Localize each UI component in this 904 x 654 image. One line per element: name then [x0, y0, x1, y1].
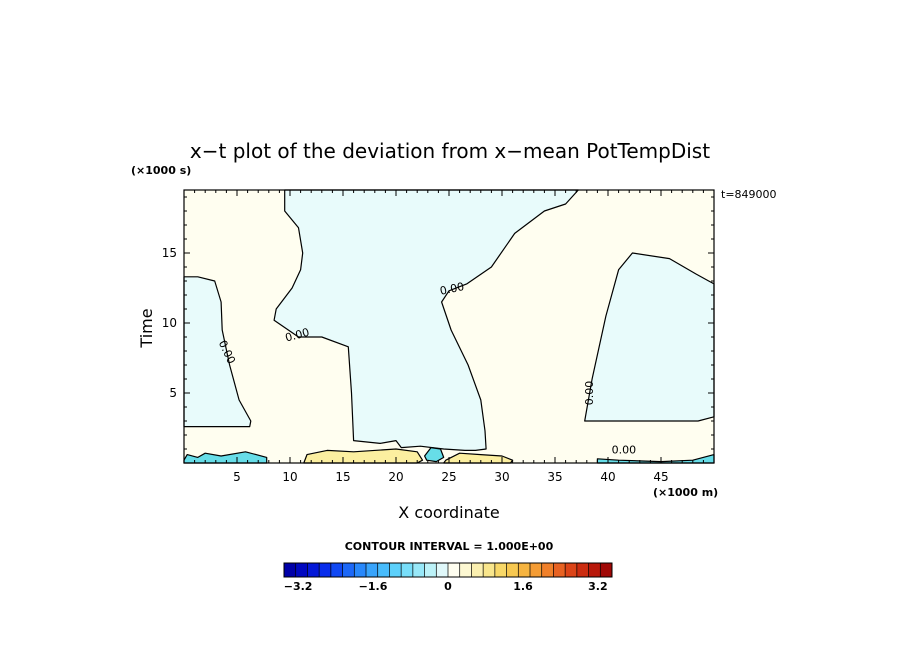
- contour-region-negative: [584, 252, 715, 422]
- colorbar-swatch: [576, 563, 589, 577]
- colorbar-swatch: [319, 563, 332, 577]
- colorbar: −3.2 −1.6 0 1.6 3.2: [283, 562, 613, 593]
- x-axis-label: X coordinate: [398, 503, 499, 522]
- colorbar-swatch: [483, 563, 496, 577]
- contour-region-negative: [424, 447, 445, 463]
- colorbar-swatch: [588, 563, 601, 577]
- colorbar-tick-label: −1.6: [359, 580, 388, 593]
- x-tick-label: 5: [233, 470, 241, 484]
- colorbar-swatch: [284, 563, 297, 577]
- colorbar-swatch: [295, 563, 308, 577]
- colorbar-swatch: [530, 563, 543, 577]
- colorbar-swatch: [494, 563, 507, 577]
- colorbar-swatch: [412, 563, 425, 577]
- colorbar-swatch: [506, 563, 519, 577]
- colorbar-swatch: [448, 563, 461, 577]
- colorbar-swatch: [389, 563, 402, 577]
- contour-label: 0.00: [284, 326, 311, 345]
- y-tick-label: 5: [169, 386, 177, 400]
- y-axis-unit: (×1000 s): [131, 164, 191, 177]
- contour-region-positive: [303, 448, 424, 464]
- contour-region-negative: [183, 276, 252, 428]
- colorbar-tick-label: 3.2: [588, 580, 608, 593]
- contour-label: 0.00: [439, 280, 466, 298]
- colorbar-swatch: [401, 563, 414, 577]
- colorbar-swatch: [366, 563, 379, 577]
- colorbar-swatch: [342, 563, 355, 577]
- x-tick-label: 25: [441, 470, 456, 484]
- colorbar-swatch: [307, 563, 320, 577]
- colorbar-swatch: [330, 563, 343, 577]
- colorbar-swatch: [541, 563, 554, 577]
- x-tick-label: 45: [653, 470, 668, 484]
- colorbar-swatch: [436, 563, 449, 577]
- x-tick-label: 35: [547, 470, 562, 484]
- x-tick-label: 15: [335, 470, 350, 484]
- time-annotation: t=849000: [721, 188, 777, 201]
- chart-title: x−t plot of the deviation from x−mean Po…: [190, 139, 710, 163]
- colorbar-tick-label: 0: [444, 580, 452, 593]
- colorbar-swatch: [424, 563, 437, 577]
- colorbar-tick-label: −3.2: [284, 580, 313, 593]
- colorbar-swatch: [565, 563, 578, 577]
- x-tick-label: 30: [494, 470, 509, 484]
- y-axis-label: Time: [137, 308, 156, 348]
- contour-interval-label: CONTOUR INTERVAL = 1.000E+00: [345, 540, 554, 553]
- x-axis-unit: (×1000 m): [653, 486, 718, 499]
- x-tick-label: 40: [600, 470, 615, 484]
- x-tick-label: 10: [282, 470, 297, 484]
- colorbar-tick-label: 1.6: [513, 580, 533, 593]
- y-tick-label: 10: [162, 316, 177, 330]
- colorbar-swatch: [354, 563, 367, 577]
- colorbar-frame: [283, 562, 613, 578]
- colorbar-swatch: [377, 563, 390, 577]
- x-tick-label: 20: [388, 470, 403, 484]
- contour-label: 0.00: [583, 381, 596, 406]
- colorbar-swatch: [471, 563, 484, 577]
- colorbar-swatch: [518, 563, 531, 577]
- contour-label: 0.00: [612, 443, 637, 456]
- colorbar-swatch: [553, 563, 566, 577]
- y-tick-label: 15: [162, 246, 177, 260]
- colorbar-swatch: [600, 563, 613, 577]
- colorbar-swatch: [459, 563, 472, 577]
